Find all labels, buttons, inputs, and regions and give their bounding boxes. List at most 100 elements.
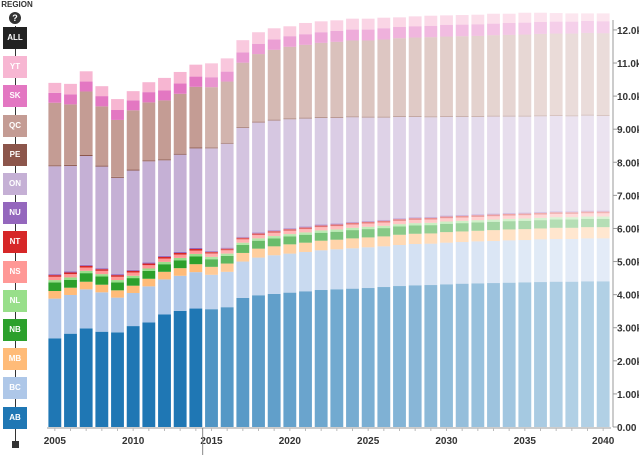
region-button-nb[interactable]: NB bbox=[3, 319, 27, 341]
bar-nb-2034[interactable] bbox=[502, 221, 516, 230]
bar-nb-2014[interactable] bbox=[189, 256, 203, 265]
bar-on-2029[interactable] bbox=[424, 117, 438, 217]
bar-pe-2009[interactable] bbox=[111, 176, 124, 178]
bar-ns-2029[interactable] bbox=[424, 219, 438, 223]
bar-ns-2040[interactable] bbox=[596, 213, 610, 217]
bar-yt-2022[interactable] bbox=[314, 21, 328, 33]
bar-pe-2040[interactable] bbox=[596, 114, 610, 116]
bar-nt-2008[interactable] bbox=[95, 269, 109, 271]
bar-yt-2032[interactable] bbox=[471, 14, 485, 25]
bar-ab-2029[interactable] bbox=[424, 285, 438, 427]
region-button-nl[interactable]: NL bbox=[3, 289, 27, 312]
bar-mb-2036[interactable] bbox=[534, 228, 547, 240]
bar-yt-2011[interactable] bbox=[142, 82, 156, 93]
bar-ns-2031[interactable] bbox=[455, 217, 469, 221]
bar-nl-2015[interactable] bbox=[205, 256, 218, 260]
bar-nb-2035[interactable] bbox=[518, 220, 532, 230]
bar-bc-2005[interactable] bbox=[48, 298, 62, 339]
bar-pe-2038[interactable] bbox=[565, 115, 579, 117]
bar-qc-2036[interactable] bbox=[534, 33, 547, 116]
bar-ns-2008[interactable] bbox=[95, 270, 109, 275]
bar-bc-2033[interactable] bbox=[487, 241, 500, 284]
bar-nb-2039[interactable] bbox=[581, 218, 594, 228]
bar-nt-2027[interactable] bbox=[393, 219, 406, 221]
bar-mb-2013[interactable] bbox=[173, 268, 187, 276]
bar-bc-2036[interactable] bbox=[534, 239, 547, 283]
bar-sk-2024[interactable] bbox=[346, 29, 359, 41]
bar-nl-2026[interactable] bbox=[377, 225, 391, 229]
bar-mb-2023[interactable] bbox=[330, 239, 344, 250]
bar-yt-2040[interactable] bbox=[596, 13, 610, 22]
bar-nt-2019[interactable] bbox=[267, 231, 281, 233]
bar-bc-2039[interactable] bbox=[581, 238, 594, 282]
bar-nt-2036[interactable] bbox=[534, 212, 547, 215]
bar-sk-2023[interactable] bbox=[330, 30, 344, 42]
bar-on-2023[interactable] bbox=[330, 117, 344, 224]
bar-on-2007[interactable] bbox=[79, 155, 93, 265]
bar-yt-2033[interactable] bbox=[487, 13, 500, 24]
bar-nl-2014[interactable] bbox=[189, 253, 203, 257]
bar-qc-2034[interactable] bbox=[502, 34, 516, 116]
bar-ab-2032[interactable] bbox=[471, 283, 485, 427]
bar-nl-2031[interactable] bbox=[455, 220, 469, 224]
bar-nb-2030[interactable] bbox=[440, 223, 453, 233]
bar-ns-2023[interactable] bbox=[330, 226, 344, 230]
bar-sk-2021[interactable] bbox=[299, 34, 312, 45]
bar-on-2031[interactable] bbox=[455, 116, 469, 215]
bar-ab-2009[interactable] bbox=[111, 332, 124, 427]
bar-on-2025[interactable] bbox=[361, 117, 375, 221]
bar-bc-2034[interactable] bbox=[502, 240, 516, 283]
bar-nb-2029[interactable] bbox=[424, 225, 438, 234]
bar-mb-2014[interactable] bbox=[189, 264, 203, 273]
bar-bc-2032[interactable] bbox=[471, 241, 485, 284]
bar-nt-2018[interactable] bbox=[252, 233, 265, 236]
bar-bc-2031[interactable] bbox=[455, 242, 469, 284]
bar-nu-2033[interactable] bbox=[487, 213, 500, 215]
bar-qc-2016[interactable] bbox=[220, 81, 234, 143]
bar-nl-2027[interactable] bbox=[393, 224, 406, 227]
bar-pe-2012[interactable] bbox=[158, 159, 171, 161]
bar-yt-2035[interactable] bbox=[518, 12, 532, 23]
bar-nl-2033[interactable] bbox=[487, 219, 500, 222]
bar-mb-2024[interactable] bbox=[346, 238, 359, 249]
bar-mb-2009[interactable] bbox=[111, 290, 124, 298]
bar-sk-2029[interactable] bbox=[424, 25, 438, 38]
bar-nl-2009[interactable] bbox=[111, 280, 124, 283]
bar-pe-2036[interactable] bbox=[534, 115, 547, 117]
bar-nt-2040[interactable] bbox=[596, 211, 610, 214]
bar-pe-2030[interactable] bbox=[440, 115, 453, 117]
bar-yt-2020[interactable] bbox=[283, 26, 297, 37]
bar-ab-2037[interactable] bbox=[549, 281, 563, 427]
bar-ns-2035[interactable] bbox=[518, 215, 532, 219]
bar-nb-2018[interactable] bbox=[252, 240, 265, 249]
bar-sk-2020[interactable] bbox=[283, 36, 297, 47]
bar-nb-2007[interactable] bbox=[79, 273, 93, 282]
bar-ab-2038[interactable] bbox=[565, 281, 579, 427]
bar-ns-2016[interactable] bbox=[220, 250, 234, 254]
bar-mb-2034[interactable] bbox=[502, 229, 516, 241]
bar-nl-2007[interactable] bbox=[79, 270, 93, 274]
bar-pe-2026[interactable] bbox=[377, 116, 391, 118]
bar-ab-2028[interactable] bbox=[408, 285, 422, 427]
bar-ns-2010[interactable] bbox=[126, 272, 140, 276]
bar-pe-2023[interactable] bbox=[330, 116, 344, 118]
bar-nu-2005[interactable] bbox=[48, 274, 62, 276]
bar-bc-2009[interactable] bbox=[111, 297, 124, 333]
bar-mb-2022[interactable] bbox=[314, 240, 328, 251]
bar-nb-2025[interactable] bbox=[361, 229, 375, 238]
bar-nb-2033[interactable] bbox=[487, 221, 500, 231]
bar-mb-2007[interactable] bbox=[79, 281, 93, 290]
bar-bc-2038[interactable] bbox=[565, 239, 579, 282]
bar-nt-2035[interactable] bbox=[518, 213, 532, 216]
bar-ns-2009[interactable] bbox=[111, 276, 124, 281]
bar-on-2035[interactable] bbox=[518, 116, 532, 213]
bar-qc-2009[interactable] bbox=[111, 119, 124, 177]
bar-mb-2029[interactable] bbox=[424, 233, 438, 244]
bar-nl-2010[interactable] bbox=[126, 275, 140, 279]
bar-nu-2035[interactable] bbox=[518, 212, 532, 214]
bar-sk-2006[interactable] bbox=[64, 94, 77, 105]
bar-on-2033[interactable] bbox=[487, 116, 500, 214]
bar-nu-2012[interactable] bbox=[158, 255, 171, 257]
bar-pe-2037[interactable] bbox=[549, 114, 563, 116]
bar-nu-2026[interactable] bbox=[377, 219, 391, 221]
